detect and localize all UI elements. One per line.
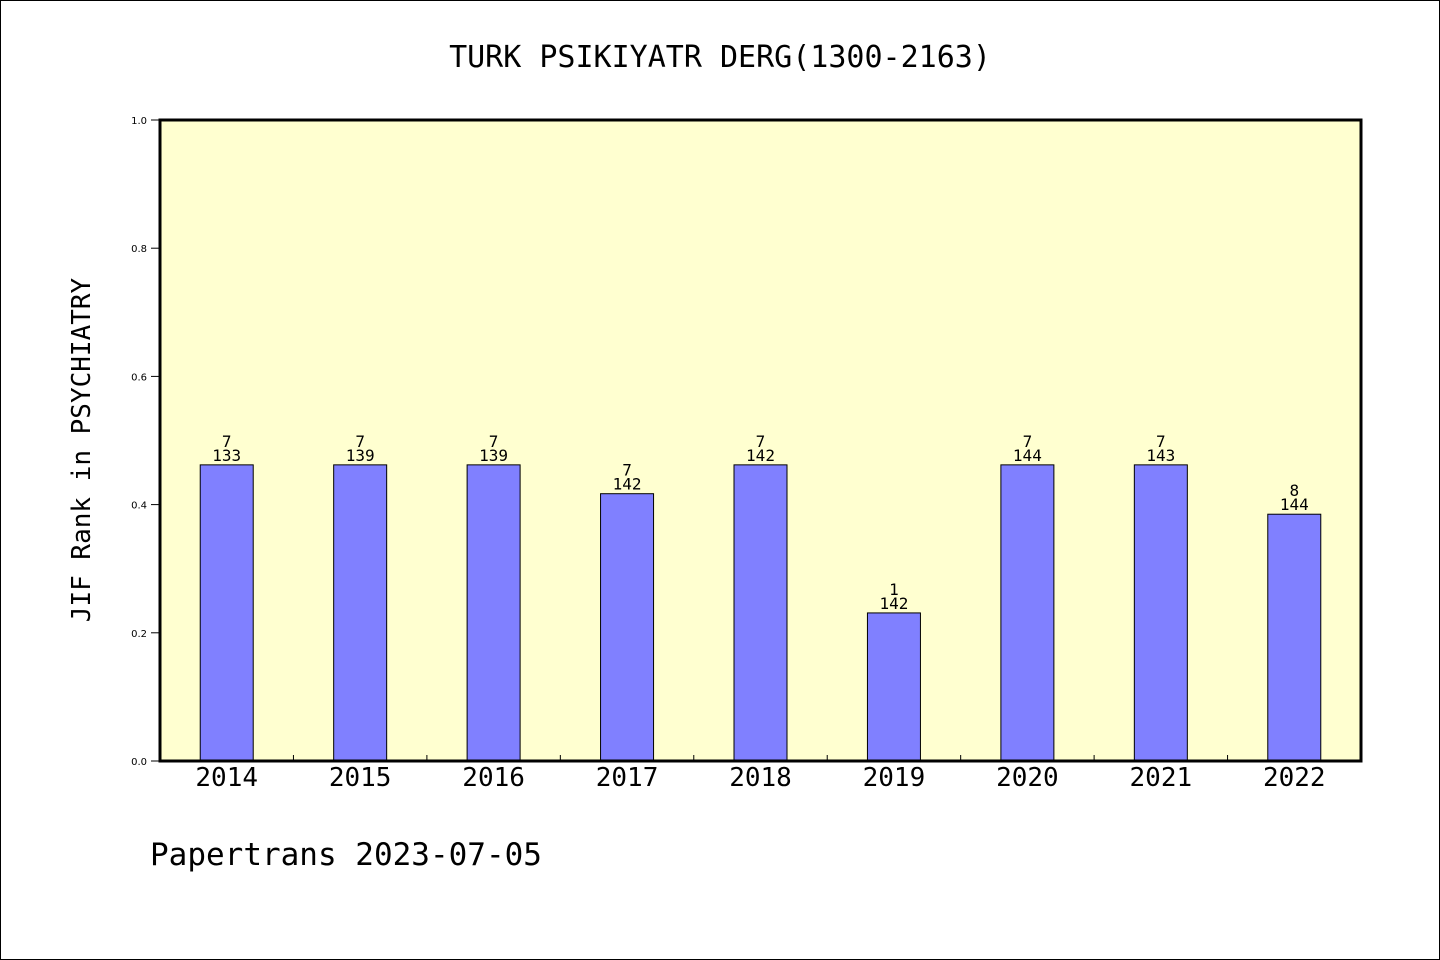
x-tick-label: 2020: [996, 763, 1059, 793]
bar-label-total: 139: [479, 446, 508, 465]
y-tick-label: 0.2: [131, 629, 147, 640]
x-tick-label: 2017: [596, 763, 659, 793]
y-tick-label: 1.0: [131, 116, 147, 127]
x-tick-label: 2014: [195, 763, 258, 793]
bar-label-rank: 7: [355, 432, 365, 451]
bar-label-total: 139: [346, 446, 375, 465]
bar-label-rank: 7: [1023, 432, 1033, 451]
x-axis: 2014 2015 2016 2017 2018 2019 2020 2021 2022: [195, 755, 1326, 793]
bar-label-total: 142: [613, 475, 642, 494]
x-tick-label: 2021: [1130, 763, 1193, 793]
bar-label-rank: 8: [1289, 481, 1299, 500]
bar-label-rank: 7: [222, 432, 232, 451]
x-tick-label: 2022: [1263, 763, 1326, 793]
y-axis: 0.0 0.2 0.4 0.6 0.8 1.0: [131, 116, 160, 768]
plot-border: [158, 118, 1363, 763]
x-tick-label: 2015: [329, 763, 392, 793]
y-tick-label: 0.0: [131, 757, 147, 768]
bar-label-total: 142: [746, 446, 775, 465]
bar-2019: [866, 612, 921, 762]
bar-2014: [199, 464, 254, 762]
bar-2016: [466, 464, 521, 762]
bar-label-rank: 7: [756, 432, 766, 451]
bar-label-rank: 7: [489, 432, 499, 451]
x-tick-label: 2019: [863, 763, 926, 793]
x-tick-label: 2018: [729, 763, 792, 793]
bar-label-total: 144: [1280, 495, 1309, 514]
x-tick-label: 2016: [462, 763, 525, 793]
bar-2021: [1133, 464, 1188, 762]
y-tick-label: 0.8: [131, 244, 147, 255]
bar-label-total: 133: [212, 446, 241, 465]
bar-2017: [600, 493, 655, 762]
bar-label-total: 144: [1013, 446, 1042, 465]
y-axis-label: JIF Rank in PSYCHIATRY: [67, 277, 97, 622]
bar-label-rank: 7: [622, 461, 632, 480]
bar-2015: [333, 464, 388, 762]
bar-label-rank: 1: [889, 580, 899, 599]
y-tick-label: 0.6: [131, 372, 147, 383]
bar-label-total: 142: [879, 594, 908, 613]
bar-2020: [1000, 464, 1055, 762]
footer-stamp: Papertrans 2023-07-05: [150, 837, 542, 873]
bar-label-rank: 7: [1156, 432, 1166, 451]
bar-label-total: 143: [1146, 446, 1175, 465]
chart-title: TURK PSIKIYATR DERG(1300-2163): [449, 40, 991, 75]
bar-2018: [733, 464, 788, 762]
bar-2022: [1267, 513, 1322, 762]
y-tick-label: 0.4: [131, 501, 147, 512]
